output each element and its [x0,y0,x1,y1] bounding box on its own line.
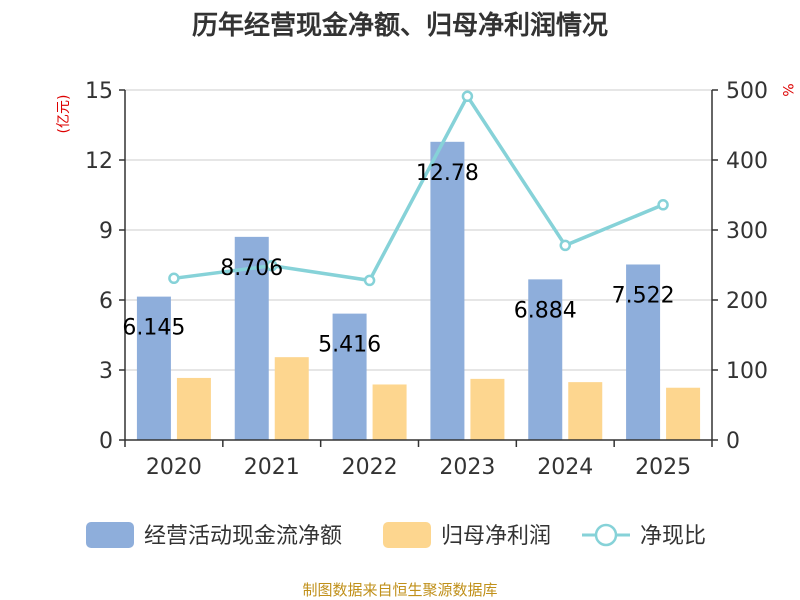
legend-label-cashflow: 经营活动现金流净额 [144,524,342,549]
x-tick-label: 2022 [342,455,398,480]
right-tick-label: 400 [726,149,768,174]
axes-layer: 0 3 6 9 12 15 0 100 200 300 400 500 2020 2021 2022 2023… [85,79,768,480]
right-tick-label: 0 [726,429,740,454]
data-label-cashflow: 6.145 [122,316,185,341]
data-labels-layer: 6.145 8.706 5.416 12.78 6.884 7.522 [122,161,674,358]
chart-title: 历年经营现金净额、归母净利润情况 [192,10,608,41]
data-label-cashflow: 7.522 [612,283,675,308]
line-point [461,90,474,103]
right-tick-label: 300 [726,219,768,244]
data-label-cashflow: 5.416 [318,333,381,358]
line-layer [168,90,669,287]
bar-net-profit [274,357,309,440]
legend-swatch-cashflow [86,522,134,548]
bar-cashflow [136,296,171,440]
grid-lines [125,89,712,371]
line-point [657,199,669,211]
data-label-cashflow: 6.884 [514,298,577,323]
legend-label-ratio: 净现比 [640,524,706,549]
x-tick-label: 2024 [537,455,593,480]
line-net-cash-ratio [173,92,664,283]
left-tick-label: 0 [99,429,113,454]
bar-net-profit [666,387,701,440]
bar-net-profit [568,382,603,440]
line-point [559,239,571,252]
x-tick-label: 2025 [635,455,691,480]
left-tick-label: 3 [99,359,113,384]
x-tick-label: 2020 [146,455,202,480]
x-tick-label: 2021 [244,455,300,480]
bar-net-profit [176,377,211,440]
left-tick-label: 9 [99,219,113,244]
bar-net-profit [372,384,407,440]
bar-net-profit [470,378,505,440]
data-label-cashflow: 8.706 [220,256,283,281]
bar-cashflow [626,264,661,440]
right-tick-label: 200 [726,289,768,314]
legend[interactable]: 经营活动现金流净额 归母净利润 净现比 [86,522,706,549]
left-tick-label: 15 [85,79,113,104]
right-axis-unit: % [779,83,795,96]
legend-marker-line [594,523,618,547]
right-tick-label: 500 [726,79,768,104]
data-label-cashflow: 12.78 [416,161,479,186]
bars-layer [136,141,701,441]
bar-cashflow [332,313,367,440]
bar-cashflow [430,141,465,441]
x-tick-label: 2023 [439,455,495,480]
bar-cashflow [528,279,563,440]
right-tick-label: 100 [726,359,768,384]
left-axis-unit: (亿元) [56,95,72,134]
legend-label-net-profit: 归母净利润 [441,524,551,549]
left-tick-label: 12 [85,149,113,174]
line-point [168,272,180,285]
line-point [266,259,278,272]
legend-swatch-net-profit [383,522,431,548]
line-point [363,274,376,287]
left-tick-label: 6 [99,289,113,314]
source-note: 制图数据来自恒生聚源数据库 [302,581,497,599]
